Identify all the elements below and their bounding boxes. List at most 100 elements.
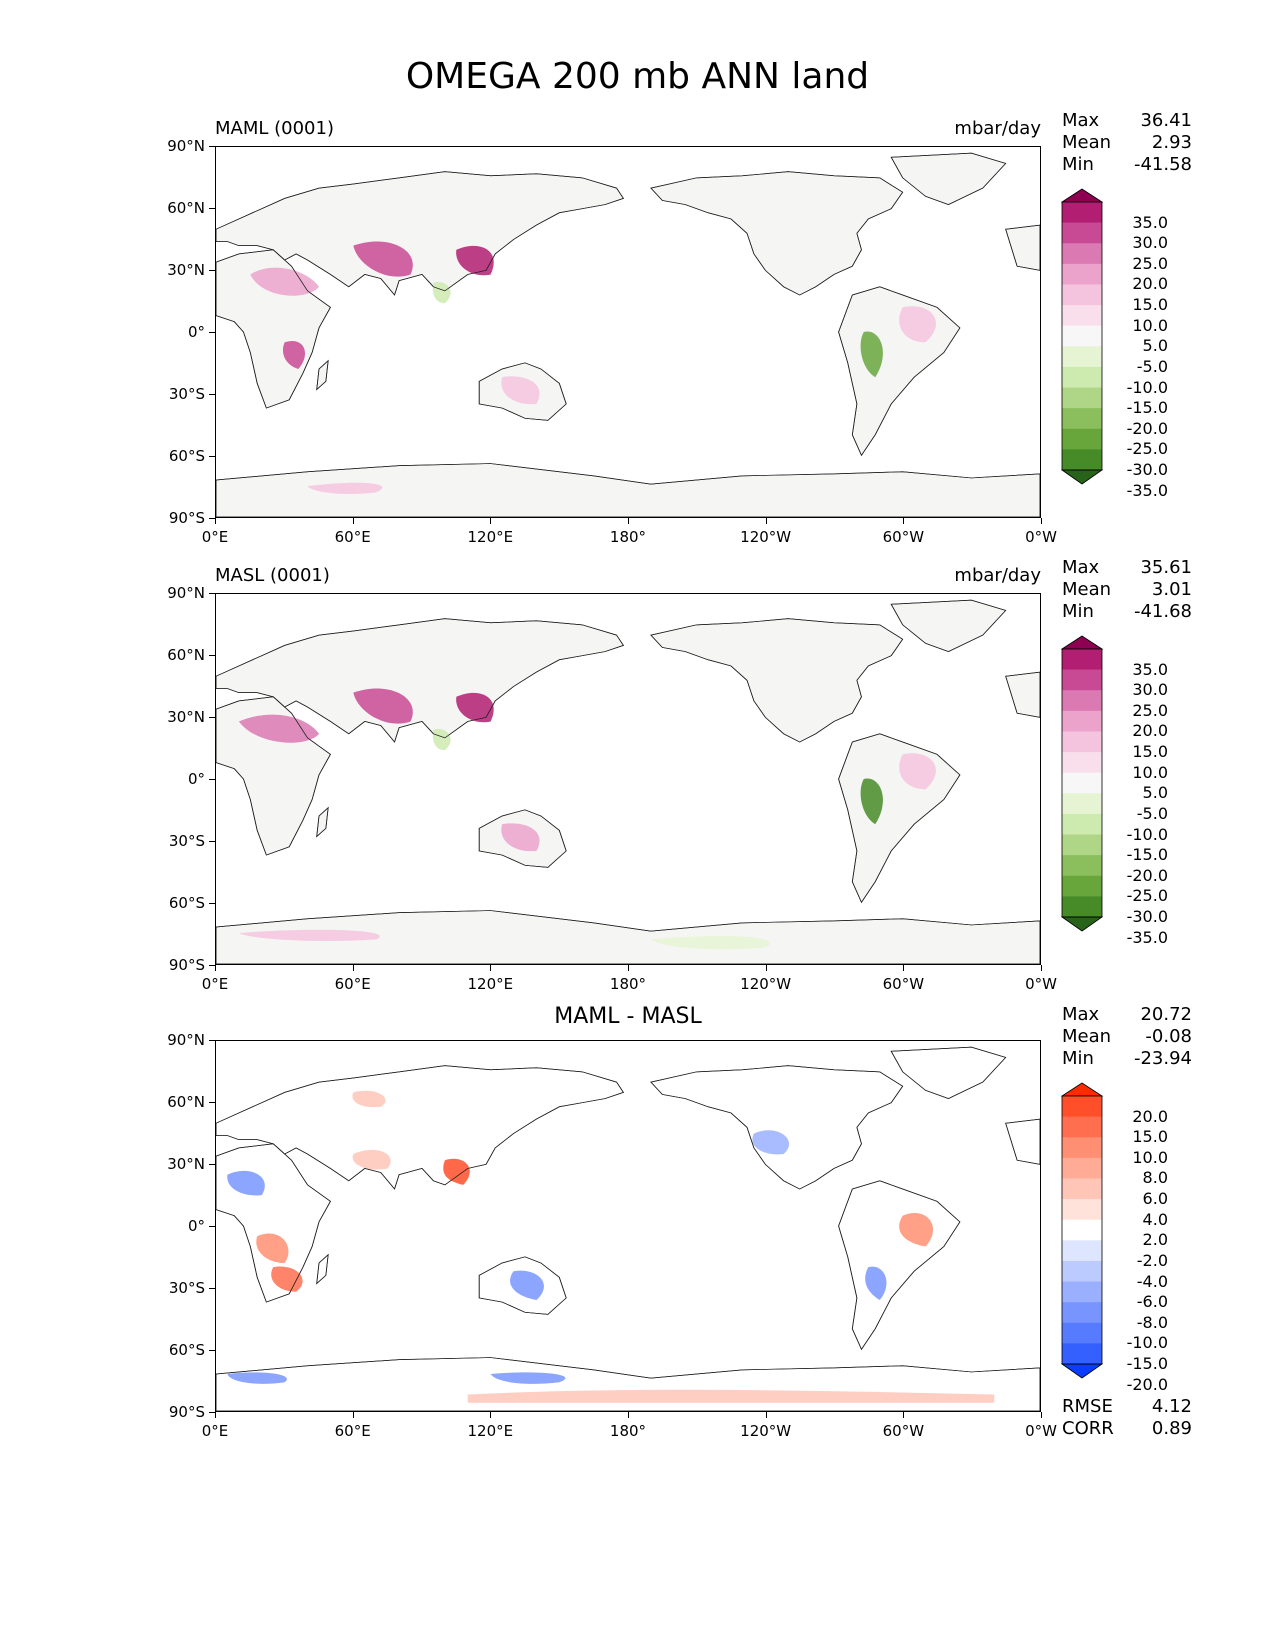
y-tick-mark — [209, 1226, 215, 1227]
colorbar-tick-label: 30.0 — [1132, 680, 1168, 700]
continent-europe_w — [1005, 224, 1040, 271]
coastline — [216, 1357, 1040, 1411]
colorbar-segment — [1062, 428, 1102, 450]
stat-row: Min -41.58 — [1062, 154, 1192, 176]
colorbar-segment — [1062, 813, 1102, 836]
x-tick-label: 60°E — [334, 528, 371, 546]
colorbar-segment — [1062, 325, 1102, 347]
stat-value: 0.89 — [1151, 1418, 1192, 1439]
coastline — [316, 1253, 329, 1285]
field-contour — [510, 1270, 544, 1300]
colorbar-segment — [1062, 1343, 1102, 1365]
colorbar-tick-label: -35.0 — [1126, 927, 1168, 947]
x-tick-label: 0°E — [201, 1422, 229, 1440]
colorbar-segment — [1062, 202, 1102, 224]
colorbar-tick-label: -6.0 — [1136, 1292, 1168, 1312]
y-tick-label: 60°S — [168, 1341, 205, 1359]
colorbar-segment — [1062, 449, 1102, 471]
colorbar-segment — [1062, 222, 1102, 244]
field-contour — [650, 935, 770, 950]
colorbar-tick-label: 30.0 — [1132, 233, 1168, 253]
map-plot — [215, 1040, 1041, 1412]
x-tick-label: 60°W — [882, 975, 925, 993]
colorbar-tick-label: -30.0 — [1126, 460, 1168, 479]
stat-row: Max 36.41 — [1062, 110, 1192, 132]
colorbar-tick-label: 5.0 — [1142, 783, 1168, 803]
x-tick-mark — [215, 1412, 216, 1418]
y-tick-mark — [209, 779, 215, 780]
x-tick-mark — [1041, 1412, 1042, 1418]
colorbar-segment — [1062, 710, 1102, 732]
coastline — [650, 1065, 904, 1190]
field-contour — [238, 929, 380, 941]
colorbar-extend-bottom — [1061, 1363, 1104, 1379]
coastline — [216, 171, 625, 296]
y-tick-label: 90°S — [168, 509, 205, 527]
colorbar-tick-label: -25.0 — [1126, 886, 1168, 906]
y-tick-mark — [209, 1412, 215, 1413]
coastline — [890, 152, 1007, 205]
continent-namerica — [650, 171, 904, 296]
coastline — [1005, 224, 1040, 271]
colorbar-segment — [1062, 1219, 1102, 1241]
stat-row: Mean -0.08 — [1062, 1026, 1192, 1048]
colorbar-segment — [1062, 1302, 1102, 1324]
y-tick-mark — [209, 1288, 215, 1289]
y-tick-mark — [209, 208, 215, 209]
x-tick-mark — [215, 518, 216, 524]
x-tick-label: 0°E — [201, 528, 229, 546]
coastline — [216, 910, 1040, 964]
coastline — [1005, 671, 1040, 718]
field-contour — [227, 1372, 287, 1384]
continent-greenland — [890, 599, 1007, 652]
colorbar-tick-label: -5.0 — [1136, 356, 1168, 376]
x-tick-mark — [903, 965, 905, 971]
colorbar-tick-label: 25.0 — [1132, 253, 1168, 273]
field-contour — [432, 728, 451, 751]
panel-title: MAML - MASL — [554, 1004, 702, 1029]
field-contour — [456, 245, 494, 276]
coastline — [316, 806, 329, 838]
colorbar-tick-label: -15.0 — [1126, 1354, 1168, 1373]
colorbar-segment — [1062, 243, 1102, 265]
stat-label: Min — [1062, 601, 1094, 622]
field-contour — [752, 1130, 789, 1155]
stat-label: Max — [1062, 557, 1100, 578]
y-tick-label: 60°N — [167, 1093, 205, 1111]
coastline — [890, 1046, 1007, 1099]
x-tick-label: 120°W — [740, 975, 792, 993]
coastline — [838, 286, 961, 457]
colorbar-tick-label: 15.0 — [1132, 742, 1168, 762]
x-tick-mark — [490, 518, 492, 524]
coastline — [838, 1180, 961, 1351]
colorbar-tick-label: -20.0 — [1126, 418, 1168, 438]
stats-box: Max 20.72 Mean -0.08 Min -23.94 — [1062, 1004, 1192, 1070]
x-tick-mark — [628, 1412, 629, 1418]
y-tick-mark — [209, 394, 215, 395]
colorbar-tick-label: 35.0 — [1132, 212, 1168, 232]
stat-row: RMSE 4.12 — [1062, 1396, 1192, 1418]
x-tick-label: 120°W — [740, 528, 792, 546]
colorbar-segment — [1062, 1178, 1102, 1200]
stat-value: 2.93 — [1151, 132, 1192, 153]
colorbar-segment — [1062, 855, 1102, 877]
colorbar-segment — [1062, 1096, 1102, 1118]
stats-box: Max 36.41 Mean 2.93 Min -41.58 — [1062, 110, 1192, 176]
y-tick-label: 30°S — [168, 385, 205, 403]
colorbar-outline — [1061, 648, 1103, 918]
colorbar-tick-label: -4.0 — [1136, 1271, 1168, 1291]
colorbar-tick-label: 20.0 — [1132, 721, 1168, 741]
field-contour — [238, 714, 319, 743]
colorbar-tick-label: -20.0 — [1126, 1374, 1168, 1394]
panel-title: MAML (0001) — [215, 118, 334, 139]
continent-greenland — [890, 152, 1007, 205]
colorbar-tick-label: 5.0 — [1142, 336, 1168, 356]
coastline — [216, 618, 625, 743]
y-tick-label: 90°N — [167, 584, 205, 602]
stat-row: Mean 3.01 — [1062, 579, 1192, 601]
x-tick-mark — [765, 1412, 767, 1418]
x-tick-label: 180° — [609, 528, 647, 546]
x-tick-label: 120°E — [467, 1422, 514, 1440]
stat-value: -41.58 — [1133, 154, 1192, 175]
colorbar-segment — [1062, 1116, 1102, 1138]
